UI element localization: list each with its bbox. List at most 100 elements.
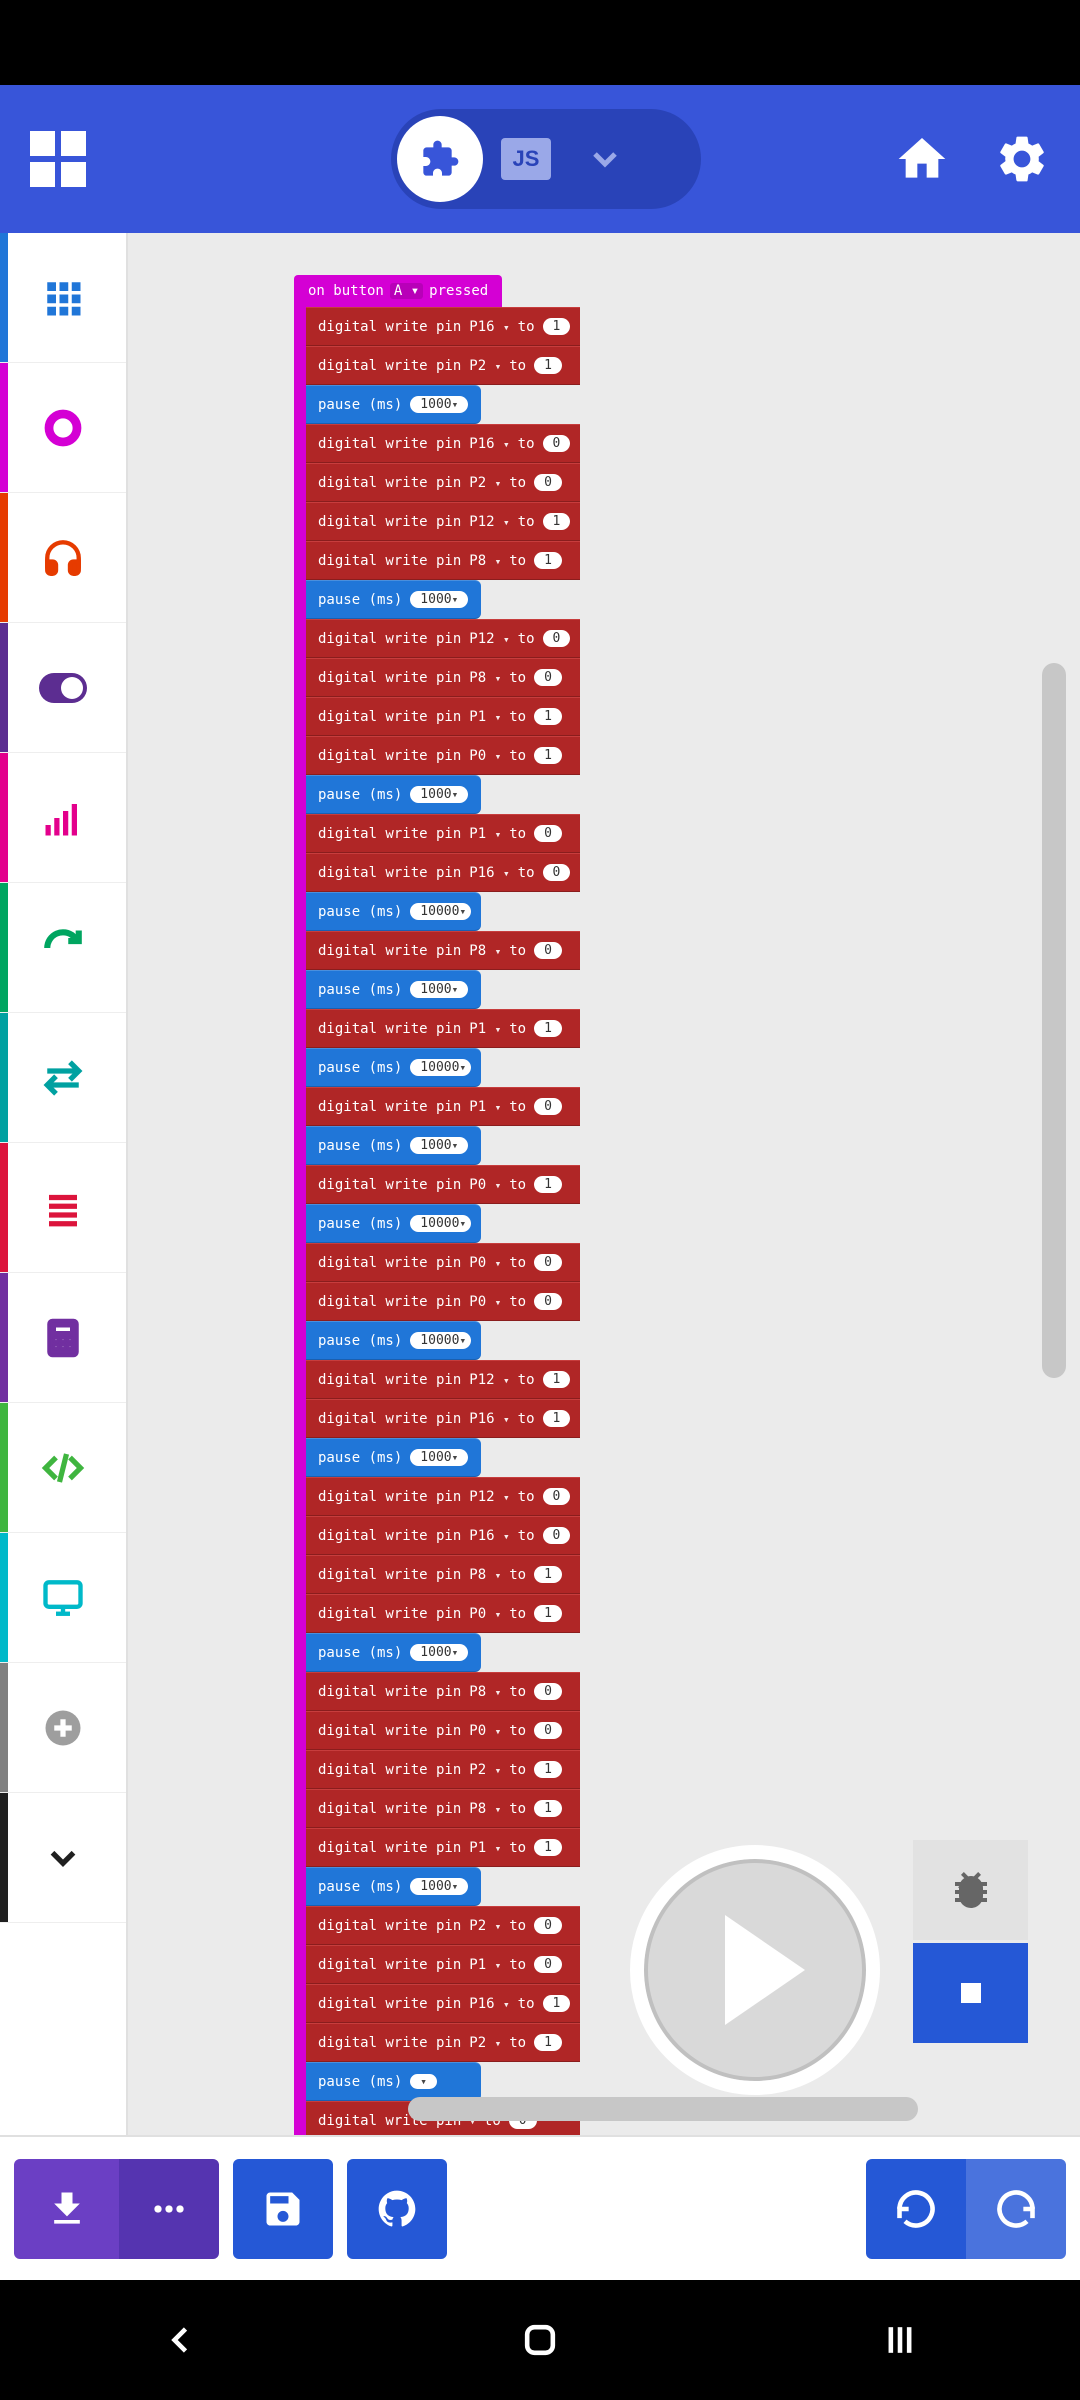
sidebar-item-display[interactable] (0, 1533, 126, 1663)
pause-block[interactable]: pause (ms)1000 ▾ (306, 385, 481, 424)
value-input[interactable]: 0 (534, 669, 562, 686)
event-button-dropdown[interactable]: A ▾ (390, 283, 423, 299)
pin-dropdown[interactable]: P0 ▾ (469, 1255, 501, 1271)
digital-block[interactable]: digital write pinP1 ▾to0 (306, 1945, 580, 1984)
pause-block[interactable]: pause (ms)1000 ▾ (306, 1438, 481, 1477)
digital-block[interactable]: digital write pinP12 ▾to0 (306, 619, 580, 658)
pin-dropdown[interactable]: P2 ▾ (469, 1918, 501, 1934)
pin-dropdown[interactable]: P8 ▾ (469, 1801, 501, 1817)
digital-block[interactable]: digital write pinP8 ▾to0 (306, 1672, 580, 1711)
digital-block[interactable]: digital write pinP12 ▾to1 (306, 502, 580, 541)
value-input[interactable]: 0 (543, 630, 571, 647)
pin-dropdown[interactable]: P8 ▾ (469, 943, 501, 959)
ms-dropdown[interactable]: 1000 ▾ (410, 786, 468, 803)
pin-dropdown[interactable]: P16 ▾ (469, 319, 509, 335)
pin-dropdown[interactable]: P12 ▾ (469, 514, 509, 530)
pause-block[interactable]: pause (ms)10000 ▾ (306, 1321, 481, 1360)
sidebar-item-extensions[interactable] (0, 1663, 126, 1793)
ms-dropdown[interactable]: 10000 ▾ (410, 903, 471, 920)
pin-dropdown[interactable]: P12 ▾ (469, 1489, 509, 1505)
digital-block[interactable]: digital write pinP0 ▾to1 (306, 1165, 580, 1204)
more-button[interactable] (119, 2159, 219, 2259)
pin-dropdown[interactable]: P16 ▾ (469, 436, 509, 452)
sidebar-item-led[interactable] (0, 623, 126, 753)
digital-block[interactable]: digital write pinP16 ▾to1 (306, 1399, 580, 1438)
pin-dropdown[interactable]: P2 ▾ (469, 358, 501, 374)
settings-button[interactable] (994, 131, 1050, 187)
digital-block[interactable]: digital write pinP2 ▾to0 (306, 1906, 580, 1945)
pause-block[interactable]: pause (ms)10000 ▾ (306, 892, 481, 931)
sidebar-item-basic[interactable] (0, 233, 126, 363)
digital-block[interactable]: digital write pinP0 ▾to0 (306, 1282, 580, 1321)
github-button[interactable] (347, 2159, 447, 2259)
pin-dropdown[interactable]: P16 ▾ (469, 865, 509, 881)
play-button[interactable] (630, 1845, 880, 2095)
scrollbar-vertical[interactable] (1042, 663, 1066, 1378)
digital-block[interactable]: digital write pinP12 ▾to0 (306, 1477, 580, 1516)
digital-block[interactable]: digital write pinP8 ▾to0 (306, 931, 580, 970)
sidebar-item-collapse[interactable] (0, 1793, 126, 1923)
value-input[interactable]: 0 (534, 1254, 562, 1271)
pause-block[interactable]: pause (ms)1000 ▾ (306, 580, 481, 619)
value-input[interactable]: 1 (534, 2034, 562, 2051)
pin-dropdown[interactable]: P2 ▾ (469, 1762, 501, 1778)
pin-dropdown[interactable]: P1 ▾ (469, 1099, 501, 1115)
digital-block[interactable]: digital write pinP8 ▾to1 (306, 1555, 580, 1594)
digital-block[interactable]: digital write pinP1 ▾to0 (306, 1087, 580, 1126)
value-input[interactable]: 1 (534, 1566, 562, 1583)
ms-dropdown[interactable]: 10000 ▾ (410, 1332, 471, 1349)
digital-block[interactable]: digital write pinP16 ▾to1 (306, 1984, 580, 2023)
pin-dropdown[interactable]: P12 ▾ (469, 631, 509, 647)
value-input[interactable]: 1 (534, 708, 562, 725)
pin-dropdown[interactable]: P2 ▾ (469, 2035, 501, 2051)
mode-dropdown-chevron-icon[interactable] (585, 139, 625, 179)
value-input[interactable]: 1 (534, 1020, 562, 1037)
menu-grid-icon[interactable] (30, 131, 86, 187)
workspace[interactable]: on button A ▾ pressed digital write pinP… (128, 233, 1080, 2135)
pin-dropdown[interactable]: P1 ▾ (469, 1840, 501, 1856)
value-input[interactable]: 0 (543, 1527, 571, 1544)
home-button[interactable] (894, 131, 950, 187)
pin-dropdown[interactable]: P12 ▾ (469, 1372, 509, 1388)
pause-block[interactable]: pause (ms)10000 ▾ (306, 1048, 481, 1087)
sidebar-item-variables[interactable] (0, 1143, 126, 1273)
ms-dropdown[interactable]: 1000 ▾ (410, 396, 468, 413)
value-input[interactable]: 1 (534, 357, 562, 374)
digital-block[interactable]: digital write pinP16 ▾to0 (306, 1516, 580, 1555)
pin-dropdown[interactable]: P16 ▾ (469, 1411, 509, 1427)
ms-dropdown[interactable]: ▾ (410, 2074, 437, 2089)
digital-block[interactable]: digital write pinP16 ▾to1 (306, 307, 580, 346)
value-input[interactable]: 0 (543, 435, 571, 452)
stop-button[interactable] (913, 1943, 1028, 2043)
digital-block[interactable]: digital write pinP12 ▾to1 (306, 1360, 580, 1399)
digital-block[interactable]: digital write pinP8 ▾to0 (306, 658, 580, 697)
value-input[interactable]: 0 (543, 864, 571, 881)
digital-block[interactable]: digital write pinP0 ▾to0 (306, 1243, 580, 1282)
value-input[interactable]: 0 (534, 942, 562, 959)
sidebar-item-input[interactable] (0, 363, 126, 493)
value-input[interactable]: 0 (534, 1722, 562, 1739)
ms-dropdown[interactable]: 1000 ▾ (410, 1644, 468, 1661)
pin-dropdown[interactable]: P1 ▾ (469, 709, 501, 725)
digital-block[interactable]: digital write pinP2 ▾to1 (306, 346, 580, 385)
pin-dropdown[interactable]: P16 ▾ (469, 1528, 509, 1544)
pin-dropdown[interactable]: P1 ▾ (469, 1021, 501, 1037)
digital-block[interactable]: digital write pinP2 ▾to1 (306, 1750, 580, 1789)
pause-block[interactable]: pause (ms)1000 ▾ (306, 1126, 481, 1165)
value-input[interactable]: 1 (543, 513, 571, 530)
scrollbar-horizontal[interactable] (408, 2097, 918, 2121)
digital-block[interactable]: digital write pinP16 ▾to0 (306, 424, 580, 463)
ms-dropdown[interactable]: 10000 ▾ (410, 1215, 471, 1232)
pin-dropdown[interactable]: P2 ▾ (469, 475, 501, 491)
save-button[interactable] (233, 2159, 333, 2259)
value-input[interactable]: 0 (534, 474, 562, 491)
value-input[interactable]: 1 (543, 1995, 571, 2012)
value-input[interactable]: 0 (534, 825, 562, 842)
sidebar-item-math[interactable] (0, 1273, 126, 1403)
digital-block[interactable]: digital write pinP1 ▾to0 (306, 814, 580, 853)
pin-dropdown[interactable]: P8 ▾ (469, 1567, 501, 1583)
ms-dropdown[interactable]: 1000 ▾ (410, 1137, 468, 1154)
digital-block[interactable]: digital write pinP0 ▾to1 (306, 1594, 580, 1633)
ms-dropdown[interactable]: 10000 ▾ (410, 1059, 471, 1076)
value-input[interactable]: 1 (543, 1371, 571, 1388)
